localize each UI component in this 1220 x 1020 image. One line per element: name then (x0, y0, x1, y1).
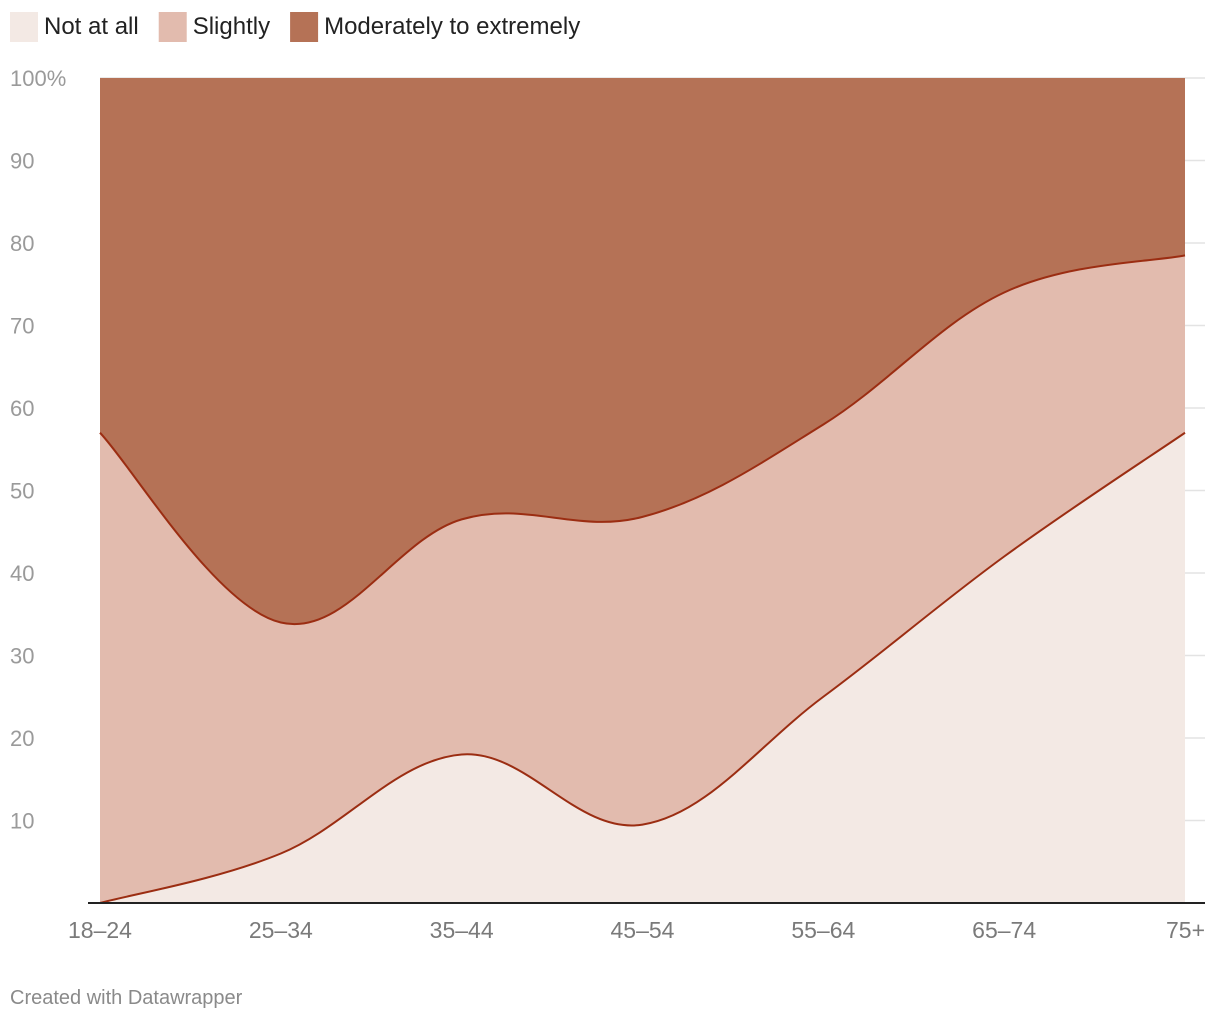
boundary-line-1 (99, 254, 1186, 626)
area-series (100, 78, 1185, 903)
y-tick-label-4: 50 (10, 479, 34, 504)
legend-swatch-2 (290, 12, 319, 42)
x-tick-label-4: 55–64 (791, 917, 855, 943)
y-axis-ticks: 10 20 30 40 50 60 70 80 90 100% (10, 66, 66, 834)
area-2 (100, 78, 1185, 625)
y-tick-label-9: 100% (10, 66, 66, 91)
legend-label-0: Not at all (44, 13, 139, 40)
x-tick-label-6: 75+ (1166, 917, 1205, 943)
y-tick-label-8: 90 (10, 149, 34, 174)
y-tick-label-6: 70 (10, 314, 34, 339)
y-tick-label-0: 10 (10, 809, 34, 834)
x-axis-ticks: 18–24 25–34 35–44 45–54 55–64 65–74 75+ (68, 917, 1205, 943)
x-tick-label-5: 65–74 (972, 917, 1036, 943)
boundary-lines (99, 254, 1186, 904)
y-tick-label-2: 30 (10, 644, 34, 669)
y-tick-label-1: 20 (10, 726, 34, 751)
x-tick-label-1: 25–34 (249, 917, 313, 943)
x-tick-label-0: 18–24 (68, 917, 132, 943)
area-0 (100, 432, 1185, 903)
legend-label-2: Moderately to extremely (324, 13, 580, 40)
boundary-line-0 (99, 431, 1186, 904)
y-tick-label-7: 80 (10, 231, 34, 256)
y-tick-label-3: 40 (10, 561, 34, 586)
x-tick-label-2: 35–44 (430, 917, 494, 943)
legend-swatch-1 (158, 12, 187, 42)
legend: Not at all Slightly Moderately to extremel… (10, 12, 580, 42)
legend-swatch-0 (10, 12, 38, 42)
y-tick-label-5: 60 (10, 396, 34, 421)
area-1 (100, 255, 1185, 903)
credit-text: Created with Datawrapper (10, 987, 243, 1009)
legend-label-1: Slightly (193, 13, 270, 40)
x-tick-label-3: 45–54 (611, 917, 675, 943)
